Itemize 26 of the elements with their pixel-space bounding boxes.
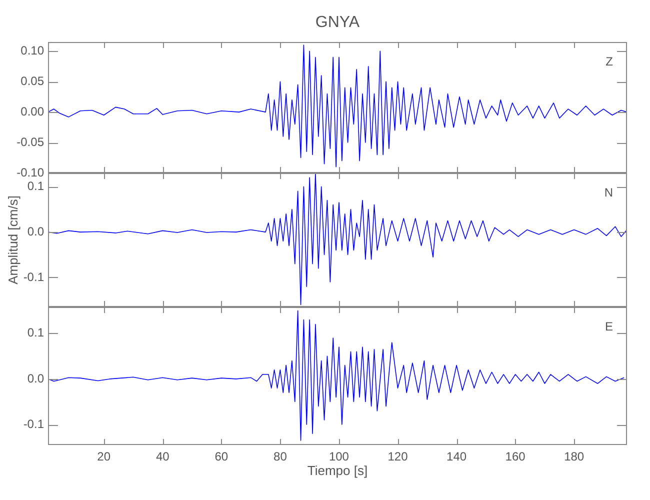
annotation: E [604, 319, 613, 334]
y-axis-title: Amplitud [cm/s] [6, 196, 20, 284]
x-tick-label: 20 [97, 449, 111, 464]
y-tick-label: 0.05 [20, 74, 44, 88]
y-tick-label: 0.1 [27, 326, 44, 340]
x-tick-label: 180 [564, 449, 584, 464]
y-tick-label: 0.10 [20, 43, 44, 58]
y-tick-label: -0.10 [16, 165, 44, 180]
x-tick-label: 120 [388, 449, 408, 464]
y-tick-label: -0.05 [16, 134, 44, 149]
y-tick-label: -0.1 [23, 270, 44, 284]
chart-title: GNYA [314, 14, 361, 32]
x-tick-label: 60 [214, 449, 228, 464]
y-tick-label: -0.1 [23, 416, 44, 431]
y-tick-label: 0.0 [27, 371, 44, 386]
y-tick-label: 0.0 [27, 224, 44, 238]
x-tick-label: 80 [274, 449, 288, 464]
x-tick-label: 160 [505, 449, 526, 464]
annotation: Z [606, 54, 613, 68]
x-tick-label: 40 [156, 449, 170, 464]
y-tick-label: 0.1 [27, 178, 44, 193]
x-axis-title: Tiempo [s] [306, 463, 369, 478]
annotation: N [604, 185, 613, 200]
x-tick-label: 140 [446, 449, 467, 464]
y-tick-label: 0.00 [20, 104, 44, 118]
x-tick-label: 100 [328, 449, 350, 464]
